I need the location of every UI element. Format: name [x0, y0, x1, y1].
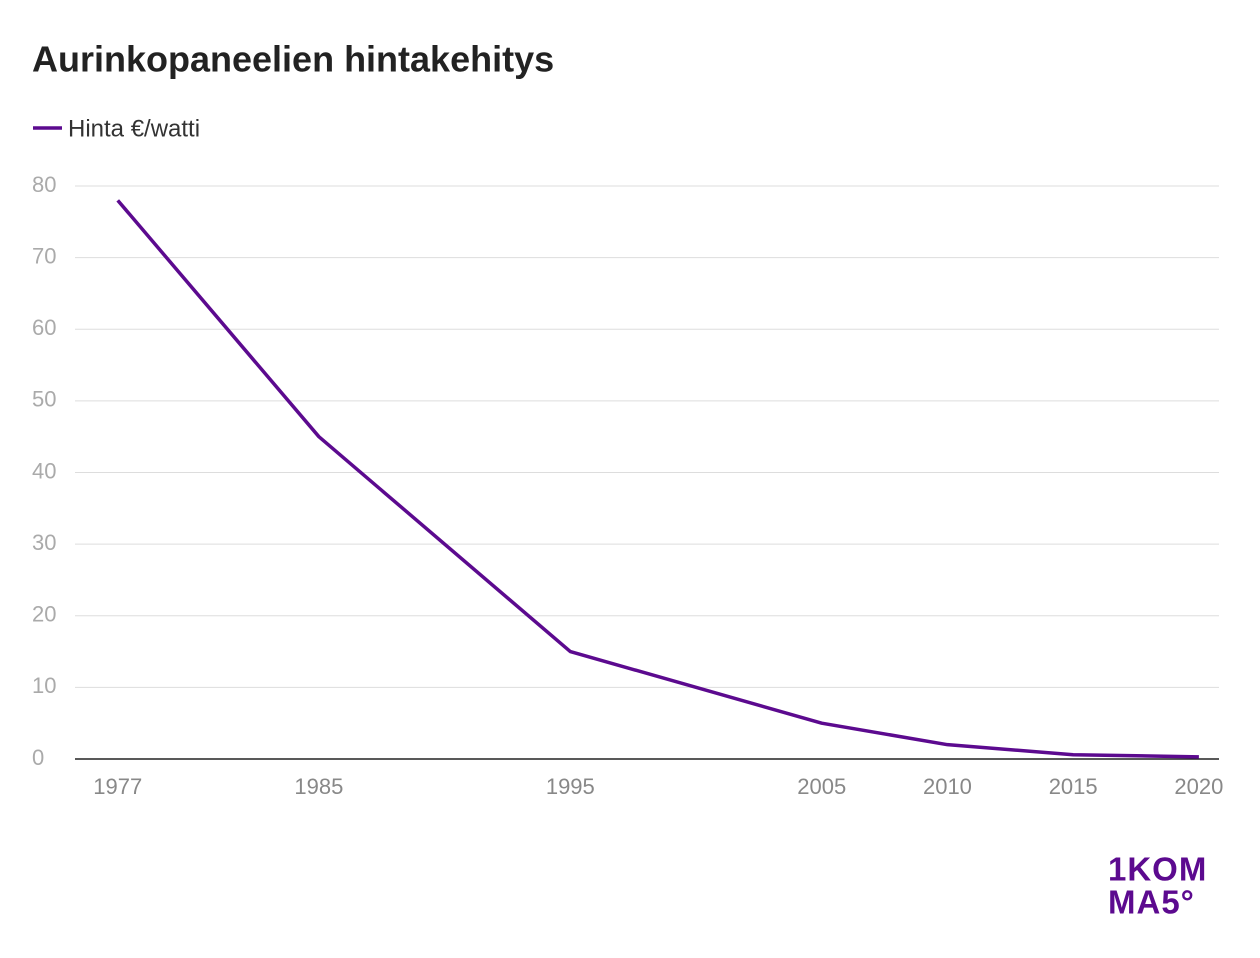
data-line	[116, 199, 1199, 759]
y-tick-label: 10	[32, 673, 56, 698]
legend-label: Hinta €/watti	[68, 115, 200, 142]
y-tick-label: 30	[32, 530, 56, 555]
y-tick-label: 50	[32, 387, 56, 412]
y-tick-label: 60	[32, 315, 56, 340]
x-tick-label: 2020	[1174, 774, 1223, 799]
y-tick-label: 20	[32, 602, 56, 627]
y-tick-label: 80	[32, 172, 56, 197]
x-tick-label: 1977	[93, 774, 142, 799]
logo: MA5°	[1108, 884, 1195, 921]
x-tick-label: 2005	[797, 774, 846, 799]
x-tick-label: 2015	[1049, 774, 1098, 799]
y-tick-label: 0	[32, 745, 44, 770]
x-tick-label: 2010	[923, 774, 972, 799]
y-tick-label: 70	[32, 243, 56, 268]
x-tick-label: 1985	[294, 774, 343, 799]
x-tick-label: 1995	[546, 774, 595, 799]
logo: 1KOM	[1108, 851, 1207, 888]
chart-title: Aurinkopaneelien hintakehitys	[32, 39, 554, 80]
y-tick-label: 40	[32, 458, 56, 483]
